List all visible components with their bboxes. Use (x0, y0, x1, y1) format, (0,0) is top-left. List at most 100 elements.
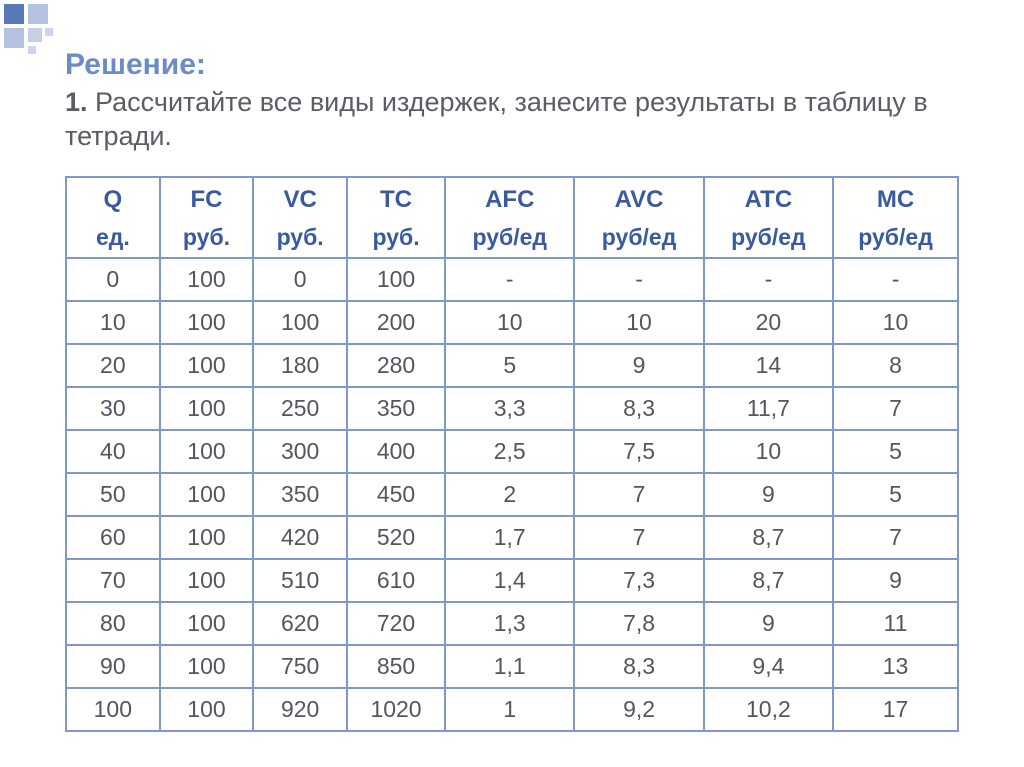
table-cell: 0 (253, 258, 347, 301)
table-cell: - (704, 258, 833, 301)
table-cell: 9,2 (574, 688, 703, 731)
table-cell: 20 (66, 344, 160, 387)
table-cell: 9 (574, 344, 703, 387)
column-header-bot: ед. (71, 224, 155, 251)
table-cell: 8,7 (704, 516, 833, 559)
deco-square (4, 28, 24, 48)
table-cell: 420 (253, 516, 347, 559)
table-cell: 520 (347, 516, 445, 559)
table-cell: 100 (160, 258, 254, 301)
table-cell: 11,7 (704, 387, 833, 430)
table-cell: 2 (445, 473, 574, 516)
deco-square (28, 46, 36, 54)
table-cell: 8 (833, 344, 958, 387)
slide-content: Решение: 1. Рассчитайте все виды издерже… (0, 0, 1024, 732)
table-cell: 100 (160, 387, 254, 430)
table-cell: 90 (66, 645, 160, 688)
table-row: 301002503503,38,311,77 (66, 387, 958, 430)
corner-decoration (0, 0, 70, 70)
table-cell: 920 (253, 688, 347, 731)
table-cell: 100 (160, 645, 254, 688)
cost-table: Qед.FCруб.VCруб.TCруб.AFCруб/едAVCруб/ед… (65, 176, 959, 732)
table-cell: 300 (253, 430, 347, 473)
table-row: 501003504502795 (66, 473, 958, 516)
table-cell: 9,4 (704, 645, 833, 688)
column-header: AVCруб/ед (574, 177, 703, 258)
table-cell: 7 (574, 516, 703, 559)
heading: Решение: (65, 48, 959, 82)
column-header: ATCруб/ед (704, 177, 833, 258)
table-cell: 7 (833, 387, 958, 430)
table-cell: 7,5 (574, 430, 703, 473)
column-header-top: FC (165, 186, 249, 214)
column-header-bot: руб. (258, 224, 342, 251)
table-cell: 100 (160, 430, 254, 473)
subheading-text: Рассчитайте все виды издержек, занесите … (65, 87, 928, 151)
table-cell: - (833, 258, 958, 301)
column-header-top: AFC (450, 186, 569, 214)
table-row: 2010018028059148 (66, 344, 958, 387)
subheading: 1. Рассчитайте все виды издержек, занеси… (65, 86, 959, 154)
table-cell: 510 (253, 559, 347, 602)
table-body: 01000100----1010010020010102010201001802… (66, 258, 958, 731)
table-row: 901007508501,18,39,413 (66, 645, 958, 688)
table-cell: 9 (704, 473, 833, 516)
table-cell: 610 (347, 559, 445, 602)
table-cell: 100 (347, 258, 445, 301)
table-cell: 2,5 (445, 430, 574, 473)
table-cell: 200 (347, 301, 445, 344)
table-cell: 10 (445, 301, 574, 344)
table-cell: 40 (66, 430, 160, 473)
table-cell: 850 (347, 645, 445, 688)
column-header-top: TC (352, 186, 440, 214)
table-row: 601004205201,778,77 (66, 516, 958, 559)
table-cell: 50 (66, 473, 160, 516)
table-cell: 10 (66, 301, 160, 344)
header-row: Qед.FCруб.VCруб.TCруб.AFCруб/едAVCруб/ед… (66, 177, 958, 258)
table-cell: 70 (66, 559, 160, 602)
table-cell: 280 (347, 344, 445, 387)
column-header-top: Q (71, 186, 155, 214)
table-cell: 13 (833, 645, 958, 688)
column-header-bot: руб. (165, 224, 249, 251)
table-cell: 350 (253, 473, 347, 516)
table-cell: 5 (833, 473, 958, 516)
table-cell: 9 (704, 602, 833, 645)
table-cell: 720 (347, 602, 445, 645)
table-cell: 20 (704, 301, 833, 344)
table-cell: 8,3 (574, 645, 703, 688)
table-cell: 5 (445, 344, 574, 387)
column-header-bot: руб. (352, 224, 440, 251)
table-cell: 1,4 (445, 559, 574, 602)
table-cell: 1,1 (445, 645, 574, 688)
table-cell: 7,8 (574, 602, 703, 645)
table-head: Qед.FCруб.VCруб.TCруб.AFCруб/едAVCруб/ед… (66, 177, 958, 258)
table-cell: - (574, 258, 703, 301)
table-row: 801006207201,37,8911 (66, 602, 958, 645)
table-cell: 100 (160, 473, 254, 516)
table-cell: 250 (253, 387, 347, 430)
table-cell: 1 (445, 688, 574, 731)
column-header: FC руб. (160, 177, 254, 258)
table-cell: 100 (160, 688, 254, 731)
table-cell: 8,3 (574, 387, 703, 430)
deco-square (28, 4, 48, 24)
table-cell: 17 (833, 688, 958, 731)
table-row: 01000100---- (66, 258, 958, 301)
subheading-number: 1. (65, 87, 88, 117)
table-row: 401003004002,57,5105 (66, 430, 958, 473)
table-cell: 100 (160, 559, 254, 602)
table-cell: 3,3 (445, 387, 574, 430)
deco-square (4, 4, 24, 24)
table-cell: 11 (833, 602, 958, 645)
table-cell: 14 (704, 344, 833, 387)
table-cell: 9 (833, 559, 958, 602)
table-cell: 8,7 (704, 559, 833, 602)
table-cell: 100 (160, 344, 254, 387)
table-cell: 100 (160, 602, 254, 645)
column-header-top: ATC (709, 186, 828, 214)
table-row: 701005106101,47,38,79 (66, 559, 958, 602)
table-cell: 10 (833, 301, 958, 344)
table-cell: 100 (160, 301, 254, 344)
column-header-top: AVC (579, 186, 698, 214)
